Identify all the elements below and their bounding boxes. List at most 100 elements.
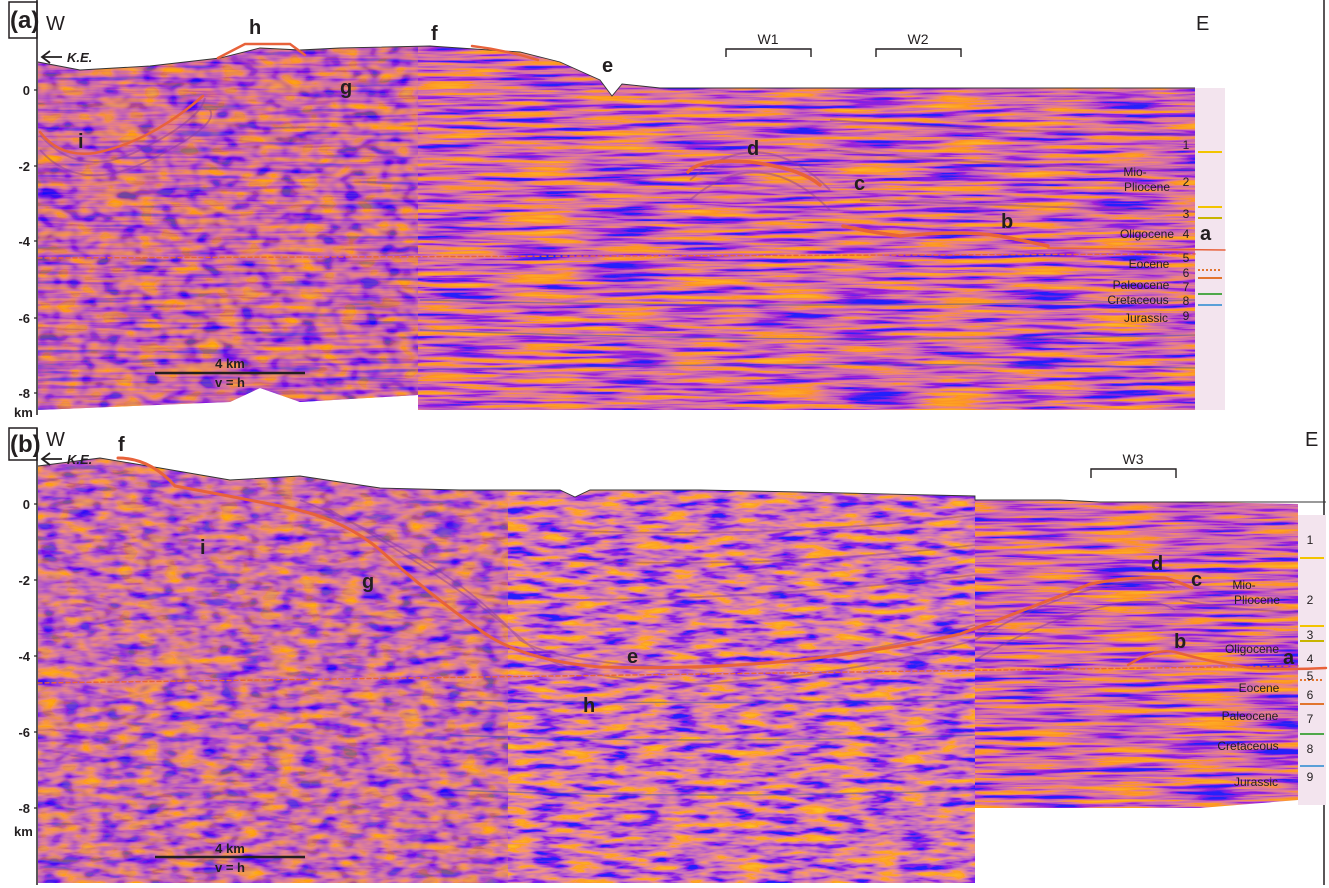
marker-b: b: [1174, 631, 1186, 653]
svg-text:0: 0: [23, 497, 30, 512]
svg-text:1: 1: [1183, 138, 1190, 152]
svg-text:9: 9: [1307, 770, 1314, 784]
svg-text:-6: -6: [18, 725, 30, 740]
panel-a-label-box: [8, 1, 38, 39]
svg-text:-4: -4: [18, 649, 30, 664]
svg-text:5: 5: [1183, 251, 1190, 265]
unit-ticks-a: [1198, 151, 1222, 306]
svg-text:-2: -2: [18, 573, 30, 588]
well-w1: W1: [758, 31, 779, 47]
depth-tick-marks-b: [34, 503, 37, 809]
unit-column-b: [1298, 515, 1326, 805]
depth-unit-a: km: [14, 405, 33, 420]
unit-numbers-b: 1 2 3 4 5 6 7 8 9: [1307, 533, 1314, 784]
west-label-b: W: [46, 429, 65, 451]
marker-h: h: [249, 17, 261, 39]
svg-text:-6: -6: [18, 311, 30, 326]
svg-text:8: 8: [1183, 294, 1190, 308]
marker-i: i: [200, 537, 206, 559]
svg-text:4: 4: [1307, 652, 1314, 666]
svg-text:2: 2: [1307, 593, 1314, 607]
well-w3: W3: [1123, 451, 1144, 467]
svg-text:Oligocene: Oligocene: [1120, 227, 1174, 241]
east-label-b: E: [1305, 429, 1318, 451]
svg-text:-4: -4: [18, 234, 30, 249]
svg-text:1: 1: [1307, 533, 1314, 547]
seismic-section-b: [38, 458, 975, 883]
marker-f: f: [118, 434, 125, 456]
svg-text:Mio-: Mio-: [1232, 578, 1255, 592]
panel-b-label-box: [8, 427, 38, 461]
svg-text:9: 9: [1183, 309, 1190, 323]
svg-text:6: 6: [1307, 688, 1314, 702]
scale-ratio-b: v = h: [215, 860, 245, 875]
marker-i: i: [78, 131, 84, 153]
scale-ratio-a: v = h: [215, 375, 245, 390]
svg-text:Oligocene: Oligocene: [1225, 642, 1279, 656]
stratigraphy-b: Mio- Pliocene Oligocene Eocene Paleocene…: [1217, 578, 1280, 789]
marker-b: b: [1001, 211, 1013, 233]
svg-text:Cretaceous: Cretaceous: [1217, 739, 1278, 753]
scale-length-a: 4 km: [215, 356, 245, 371]
horizons-b: [37, 456, 1328, 684]
ke-label-a: K.E.: [67, 50, 92, 65]
panel-a-label: (a): [10, 7, 39, 34]
svg-text:-8: -8: [18, 386, 30, 401]
svg-text:-8: -8: [18, 801, 30, 816]
ke-label-b: K.E.: [67, 452, 92, 467]
marker-c: c: [854, 173, 865, 195]
svg-text:Pliocene: Pliocene: [1124, 180, 1170, 194]
svg-text:Paleocene: Paleocene: [1113, 278, 1170, 292]
svg-text:Jurassic: Jurassic: [1234, 775, 1278, 789]
depth-ticks-a: 0 -2 -4 -6 -8: [18, 83, 30, 401]
seafloor-b: [37, 457, 1326, 503]
marker-e: e: [627, 646, 638, 668]
marker-g: g: [362, 571, 374, 593]
svg-text:Paleocene: Paleocene: [1222, 709, 1279, 723]
svg-text:-2: -2: [18, 159, 30, 174]
west-label-a: W: [46, 13, 65, 35]
marker-g: g: [340, 77, 352, 99]
ke-arrow-b: [40, 452, 62, 466]
svg-text:3: 3: [1183, 207, 1190, 221]
svg-text:Jurassic: Jurassic: [1124, 311, 1168, 325]
svg-text:8: 8: [1307, 742, 1314, 756]
markers-b: a b c d e f g h i: [118, 434, 1295, 717]
seismic-section-a: [38, 46, 1195, 410]
svg-text:4: 4: [1183, 227, 1190, 241]
svg-text:Pliocene: Pliocene: [1234, 593, 1280, 607]
marker-h: h: [583, 695, 595, 717]
depth-unit-b: km: [14, 824, 33, 839]
marker-a: a: [1283, 647, 1295, 669]
svg-text:Mio-: Mio-: [1123, 165, 1146, 179]
unit-ticks-b: [1300, 557, 1324, 767]
panel-b-label: (b): [10, 431, 41, 458]
stratigraphy-a: Mio- Pliocene Oligocene Eocene Paleocene…: [1107, 165, 1174, 325]
depth-ticks-b: 0 -2 -4 -6 -8: [18, 497, 30, 816]
well-w2: W2: [908, 31, 929, 47]
seismic-section-b-east: [975, 500, 1298, 808]
seafloor-a: [37, 45, 1195, 97]
svg-text:3: 3: [1307, 628, 1314, 642]
marker-e: e: [602, 55, 613, 77]
svg-text:0: 0: [23, 83, 30, 98]
horizons-a: [37, 42, 1226, 259]
depth-tick-marks-a: [34, 89, 37, 394]
marker-d: d: [747, 138, 759, 160]
marker-c: c: [1191, 569, 1202, 591]
well-bracket-b: [1090, 468, 1177, 478]
markers-a: a b c d e f g h i: [78, 17, 1212, 245]
svg-text:5: 5: [1307, 669, 1314, 683]
marker-d: d: [1151, 553, 1163, 575]
scale-length-b: 4 km: [215, 841, 245, 856]
svg-text:Eocene: Eocene: [1239, 681, 1280, 695]
unit-numbers-a: 1 2 3 4 5 6 7 8 9: [1183, 138, 1190, 323]
svg-text:7: 7: [1183, 280, 1190, 294]
svg-text:7: 7: [1307, 712, 1314, 726]
svg-text:Cretaceous: Cretaceous: [1107, 293, 1168, 307]
ke-arrow-a: [40, 50, 62, 64]
svg-text:6: 6: [1183, 266, 1190, 280]
svg-text:Eocene: Eocene: [1129, 257, 1170, 271]
well-brackets-a: [725, 48, 962, 57]
